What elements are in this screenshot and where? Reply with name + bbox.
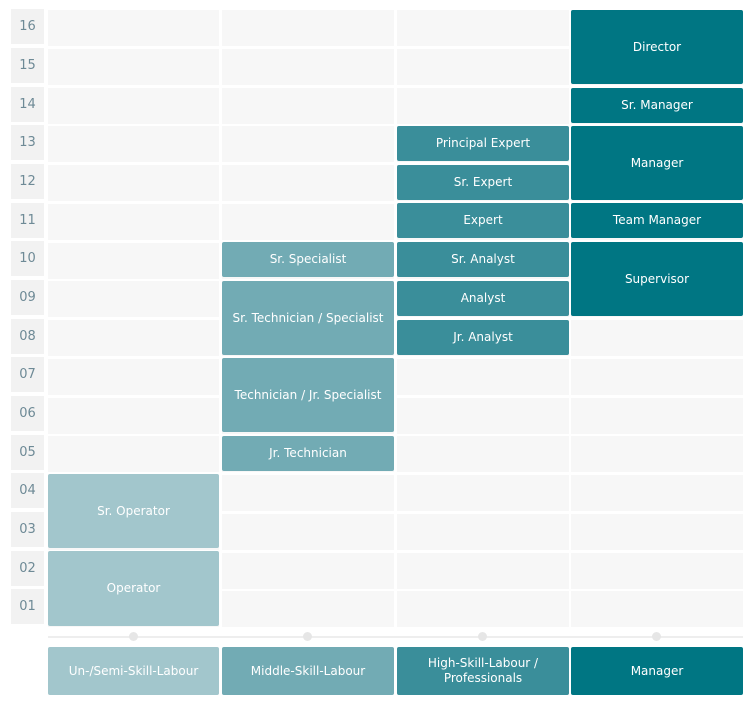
role-technician-jr-specialist[interactable]: Technician / Jr. Specialist xyxy=(222,358,394,432)
role-sr-technician-specialist[interactable]: Sr. Technician / Specialist xyxy=(222,281,394,355)
axis-dot-1 xyxy=(129,632,138,641)
grid-cell xyxy=(571,359,743,395)
grid-cell xyxy=(222,10,394,46)
grid-cell xyxy=(48,436,219,472)
grid-cell xyxy=(397,553,569,589)
grid-cell xyxy=(571,398,743,434)
grid-cell xyxy=(571,475,743,511)
role-team-manager[interactable]: Team Manager xyxy=(571,203,743,238)
level-label-11: 11 xyxy=(11,203,44,238)
level-label-10: 10 xyxy=(11,241,44,276)
level-label-01: 01 xyxy=(11,589,44,624)
role-jr-analyst[interactable]: Jr. Analyst xyxy=(397,320,569,355)
axis-line xyxy=(48,636,743,638)
level-label-07: 07 xyxy=(11,357,44,392)
level-label-09: 09 xyxy=(11,280,44,315)
grid-cell xyxy=(48,359,219,395)
role-director[interactable]: Director xyxy=(571,10,743,84)
grid-cell xyxy=(222,88,394,124)
role-manager[interactable]: Manager xyxy=(571,126,743,200)
level-label-04: 04 xyxy=(11,473,44,508)
role-sr-expert[interactable]: Sr. Expert xyxy=(397,165,569,200)
grid-cell xyxy=(397,88,569,124)
level-label-02: 02 xyxy=(11,551,44,586)
grid-cell xyxy=(571,591,743,627)
grid-cell xyxy=(48,243,219,279)
grid-cell xyxy=(48,398,219,434)
column-label-high-skill: High-Skill-Labour / Professionals xyxy=(397,647,569,695)
role-supervisor[interactable]: Supervisor xyxy=(571,242,743,316)
grid-cell xyxy=(397,49,569,85)
level-label-13: 13 xyxy=(11,125,44,160)
role-jr-technician[interactable]: Jr. Technician xyxy=(222,436,394,471)
grid-cell xyxy=(397,591,569,627)
grid-cell xyxy=(397,514,569,550)
grid-cell xyxy=(397,10,569,46)
level-label-08: 08 xyxy=(11,319,44,354)
grid-cell xyxy=(222,591,394,627)
grid-cell xyxy=(571,436,743,472)
column-label-manager: Manager xyxy=(571,647,743,695)
level-label-03: 03 xyxy=(11,512,44,547)
grid-cell xyxy=(222,514,394,550)
grid-cell xyxy=(571,514,743,550)
axis-dot-4 xyxy=(652,632,661,641)
role-sr-specialist[interactable]: Sr. Specialist xyxy=(222,242,394,277)
level-label-12: 12 xyxy=(11,164,44,199)
column-label-unskilled: Un-/Semi-Skill-Labour xyxy=(48,647,219,695)
grid-cell xyxy=(571,553,743,589)
grid-cell xyxy=(48,281,219,317)
axis-dot-3 xyxy=(478,632,487,641)
role-sr-manager[interactable]: Sr. Manager xyxy=(571,88,743,123)
level-label-16: 16 xyxy=(11,9,44,44)
grid-cell xyxy=(397,359,569,395)
grid-cell xyxy=(397,436,569,472)
grid-cell xyxy=(48,320,219,356)
role-sr-operator[interactable]: Sr. Operator xyxy=(48,474,219,548)
grid-cell xyxy=(222,204,394,240)
grid-cell xyxy=(222,126,394,162)
grid-cell xyxy=(48,49,219,85)
role-analyst[interactable]: Analyst xyxy=(397,281,569,316)
grid-cell xyxy=(222,49,394,85)
axis-dot-2 xyxy=(303,632,312,641)
role-principal-expert[interactable]: Principal Expert xyxy=(397,126,569,161)
grid-cell xyxy=(397,398,569,434)
role-expert[interactable]: Expert xyxy=(397,203,569,238)
column-label-middle-skill: Middle-Skill-Labour xyxy=(222,647,394,695)
role-operator[interactable]: Operator xyxy=(48,551,219,626)
grid-cell xyxy=(48,126,219,162)
grid-cell xyxy=(222,475,394,511)
grid-cell xyxy=(48,88,219,124)
level-label-06: 06 xyxy=(11,396,44,431)
level-label-15: 15 xyxy=(11,48,44,83)
grid-cell xyxy=(222,165,394,201)
level-label-14: 14 xyxy=(11,87,44,122)
level-label-05: 05 xyxy=(11,435,44,470)
role-sr-analyst[interactable]: Sr. Analyst xyxy=(397,242,569,277)
grid-cell xyxy=(222,553,394,589)
grid-cell xyxy=(48,204,219,240)
grid-cell xyxy=(571,320,743,356)
grid-cell xyxy=(397,475,569,511)
grid-cell xyxy=(48,10,219,46)
grid-cell xyxy=(48,165,219,201)
